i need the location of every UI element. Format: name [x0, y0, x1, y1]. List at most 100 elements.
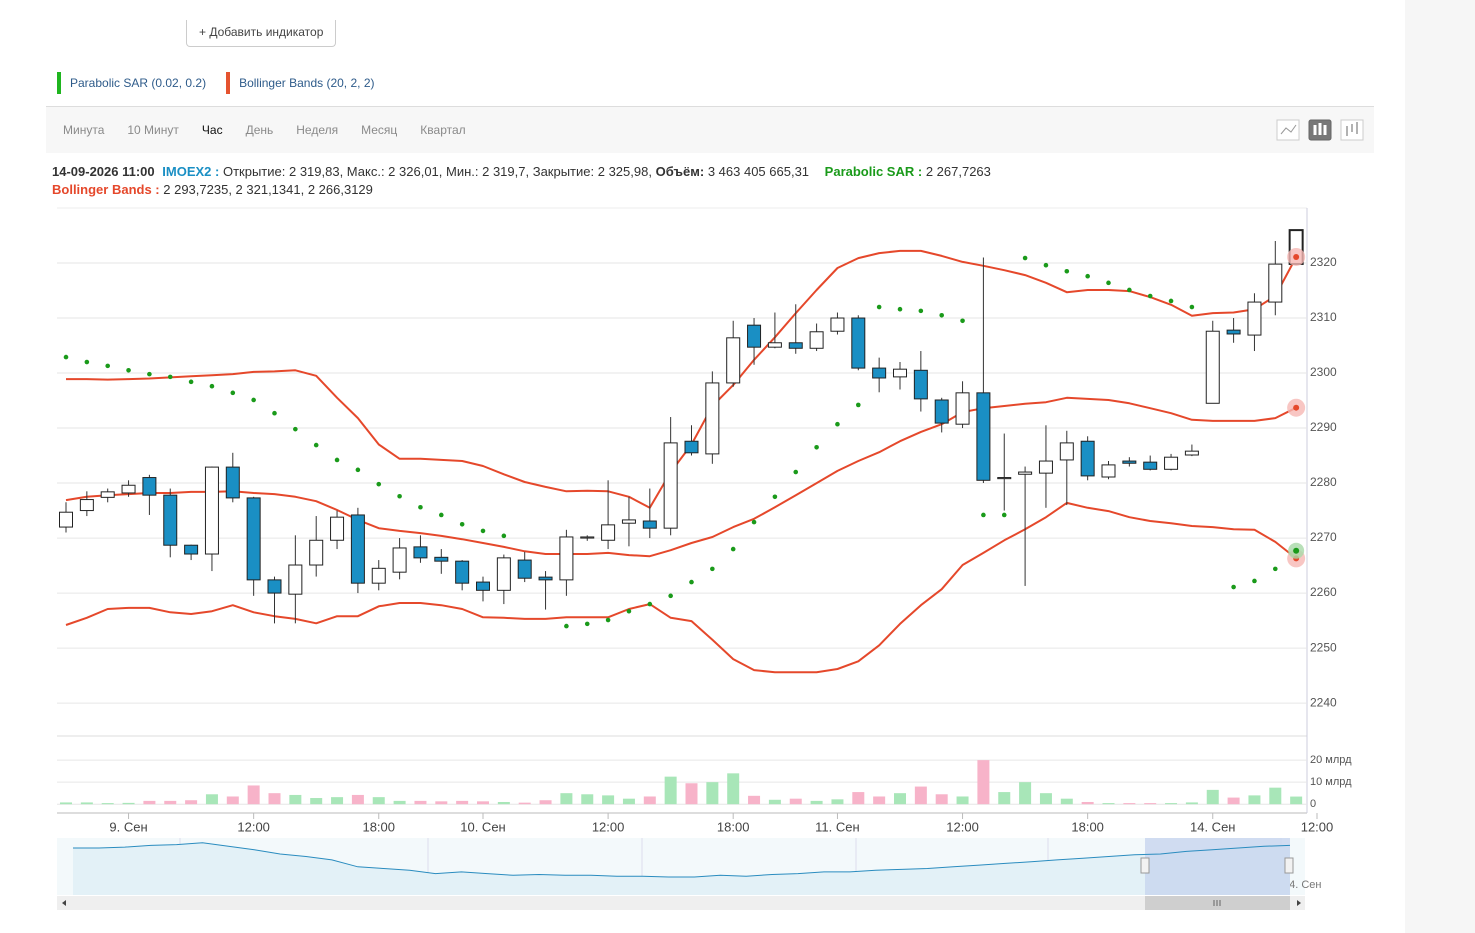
volume-bar	[310, 798, 323, 805]
candle-body	[1122, 460, 1137, 464]
volume-bar	[622, 798, 635, 805]
candle-body	[726, 337, 741, 384]
volume-bar	[539, 800, 552, 805]
sar-dot	[856, 402, 861, 408]
tab[interactable]: Неделя	[296, 123, 339, 137]
scroll-right[interactable]	[1297, 900, 1301, 906]
candle-body	[330, 516, 345, 541]
volume-bar	[1102, 803, 1115, 805]
y-tick-label: 2320	[1310, 255, 1337, 269]
sar-dot	[480, 528, 486, 534]
sar-dot	[1252, 578, 1257, 584]
y-tick-label: 2240	[1310, 695, 1337, 709]
volume-bar	[935, 794, 948, 805]
candle-body	[955, 392, 970, 425]
sar-dot	[1168, 298, 1174, 304]
info-bb-label: Bollinger Bands :	[52, 182, 160, 197]
bar-glyph	[1346, 122, 1358, 136]
sar-dot	[1273, 566, 1278, 572]
volume-bar	[1269, 787, 1282, 805]
sar-dot	[981, 512, 986, 518]
sar-dot	[230, 390, 236, 396]
sar-dot	[272, 410, 277, 416]
navigator-line	[73, 842, 1291, 878]
info-sar-label: Parabolic SAR :	[824, 164, 923, 179]
volume-bar	[560, 793, 573, 805]
side-panel	[1405, 0, 1475, 933]
tab[interactable]: Квартал	[420, 123, 466, 137]
navigator-selection	[1145, 838, 1290, 895]
tab[interactable]: Месяц	[361, 123, 398, 137]
y-tick-label: 10 млрд	[1310, 776, 1352, 788]
tab[interactable]: Час	[201, 123, 223, 137]
chart: 2240 2250 2260 2270 2280 2290 2300 2310 2320 0 10 …	[57, 207, 1352, 910]
volume-bar	[894, 793, 906, 805]
volume-bar	[1206, 789, 1219, 805]
sar-dot	[293, 426, 298, 432]
volume-bar	[810, 800, 823, 805]
volume-bar	[914, 786, 927, 805]
volume-bar	[477, 801, 489, 805]
legend-swatch	[57, 72, 61, 94]
volume-bar	[289, 794, 302, 805]
volume-bar	[185, 800, 198, 805]
info-panel: 14-09-2026 11:00 IMOEX2 : Открытие: 2 31…	[52, 163, 991, 199]
candle-body	[184, 544, 199, 555]
volume-bar	[435, 801, 448, 805]
scrollbar[interactable]	[57, 896, 1305, 910]
candle-body	[371, 567, 386, 584]
scroll-left[interactable]	[62, 900, 66, 906]
hover-point	[1293, 253, 1300, 260]
sar-dot	[1022, 255, 1028, 261]
sar-dot	[772, 494, 778, 500]
navigator-handle[interactable]	[1140, 857, 1150, 874]
info-volume-label: Объём:	[655, 164, 705, 179]
navigator-area	[73, 842, 1290, 895]
candle-body	[413, 546, 428, 559]
candle-body	[913, 369, 928, 400]
add-indicator-button[interactable]: + Добавить индикатор	[186, 20, 337, 47]
info-date: 14-09-2026 11:00	[52, 164, 155, 179]
candle-body	[1143, 461, 1158, 470]
tab[interactable]: День	[245, 123, 274, 137]
volume-bar	[1185, 802, 1198, 805]
sar-dot	[1189, 304, 1195, 310]
sar-dot	[84, 359, 90, 365]
volume-bar	[1144, 803, 1157, 805]
volume-bar	[998, 792, 1011, 805]
volume-bar	[581, 794, 594, 805]
candle-body	[1184, 450, 1199, 456]
candle-body	[121, 484, 136, 494]
sar-dot	[376, 481, 382, 487]
hover-point	[1293, 404, 1300, 411]
chart-type-icons	[1276, 119, 1364, 141]
hover-point	[1293, 547, 1300, 554]
sar-dot	[251, 397, 256, 403]
sar-dot	[897, 306, 903, 312]
sar-dot	[105, 363, 110, 369]
tab[interactable]: Минута	[63, 123, 105, 137]
candle-body	[559, 536, 574, 581]
sar-dot	[1127, 287, 1132, 293]
volume-bar	[1019, 782, 1032, 805]
candle-body	[204, 466, 219, 555]
tab[interactable]: 10 Минут	[127, 123, 179, 137]
volume-bar	[956, 796, 969, 805]
candle-body	[142, 477, 157, 496]
candle-body	[1205, 330, 1220, 404]
info-ticker: IMOEX2 :	[162, 164, 220, 179]
candle-body	[1247, 301, 1262, 336]
x-tick-label: 12:00	[237, 819, 270, 834]
y-tick-label: 2310	[1310, 310, 1337, 324]
sar-dot	[605, 617, 611, 623]
candle-body	[788, 342, 803, 349]
candle-body	[496, 557, 511, 591]
tabs: Минута 10 Минут Час День Неделя Месяц Квартал	[63, 123, 466, 137]
candle-body	[830, 317, 845, 332]
info-line: Bollinger Bands : 2 293,7235, 2 321,1341…	[52, 181, 991, 199]
candle-body	[997, 477, 1012, 480]
navigator-handle[interactable]	[1284, 857, 1294, 874]
scroll-grip	[1213, 900, 1221, 906]
candle-body	[1038, 460, 1053, 474]
candle-body	[1018, 471, 1033, 475]
